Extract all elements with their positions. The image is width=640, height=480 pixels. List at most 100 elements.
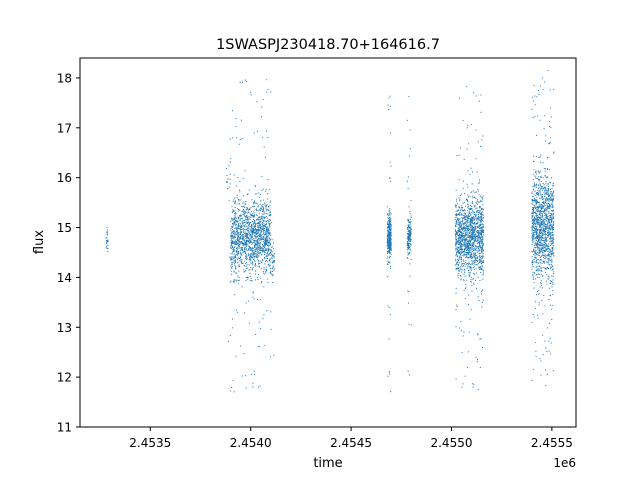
scatter-point <box>468 143 470 145</box>
scatter-point <box>267 227 269 229</box>
scatter-point <box>545 216 547 218</box>
scatter-point <box>231 244 233 246</box>
scatter-point <box>235 228 237 230</box>
scatter-point <box>239 209 241 211</box>
scatter-point <box>409 227 411 229</box>
scatter-point <box>536 235 538 237</box>
scatter-point <box>460 240 462 242</box>
scatter-point <box>257 235 259 237</box>
scatter-point <box>459 245 461 247</box>
scatter-point <box>476 245 478 247</box>
scatter-point <box>531 192 533 194</box>
scatter-point <box>465 254 467 256</box>
scatter-point <box>239 258 241 260</box>
scatter-point <box>547 188 549 190</box>
scatter-point <box>387 226 389 228</box>
scatter-point <box>459 226 461 228</box>
scatter-point <box>238 237 240 239</box>
scatter-point <box>241 241 243 243</box>
scatter-point <box>267 198 269 200</box>
scatter-point <box>388 236 390 238</box>
scatter-point <box>464 250 466 252</box>
scatter-point <box>549 216 551 218</box>
scatter-point <box>547 199 549 201</box>
scatter-point <box>255 214 257 216</box>
scatter-point <box>467 265 469 267</box>
scatter-point <box>532 369 534 371</box>
scatter-point <box>468 232 470 234</box>
scatter-point <box>543 211 545 213</box>
scatter-point <box>544 215 546 217</box>
scatter-point <box>482 231 484 233</box>
scatter-point <box>539 249 541 251</box>
scatter-point <box>262 221 264 223</box>
scatter-point <box>461 232 463 234</box>
scatter-point <box>249 246 251 248</box>
scatter-point <box>266 253 268 255</box>
scatter-point <box>473 242 475 244</box>
scatter-point <box>251 214 253 216</box>
scatter-point <box>470 256 472 258</box>
scatter-point <box>245 244 247 246</box>
scatter-point <box>543 221 545 223</box>
scatter-point <box>268 224 270 226</box>
scatter-point <box>265 244 267 246</box>
scatter-point <box>410 235 412 237</box>
scatter-point <box>542 77 543 79</box>
scatter-point <box>264 213 266 215</box>
scatter-point <box>546 198 548 199</box>
scatter-point <box>235 242 237 244</box>
scatter-point <box>245 233 247 235</box>
scatter-point <box>550 198 552 200</box>
scatter-point <box>532 251 534 253</box>
scatter-point <box>480 259 482 261</box>
scatter-point <box>461 231 463 233</box>
scatter-point <box>467 246 469 248</box>
scatter-point <box>467 220 469 222</box>
scatter-point <box>477 188 479 190</box>
scatter-point <box>540 176 542 178</box>
scatter-point <box>542 207 544 209</box>
scatter-point <box>535 215 537 217</box>
scatter-point <box>461 352 463 354</box>
scatter-point <box>467 201 469 202</box>
scatter-point <box>543 198 545 200</box>
scatter-point <box>245 270 247 272</box>
scatter-point <box>234 265 236 267</box>
scatter-point <box>477 250 479 252</box>
scatter-point <box>538 241 540 243</box>
scatter-point <box>252 222 254 224</box>
scatter-point <box>249 229 251 231</box>
scatter-point <box>468 248 469 250</box>
scatter-point <box>546 197 548 199</box>
scatter-point <box>550 196 552 198</box>
scatter-point <box>461 240 463 242</box>
scatter-point <box>548 322 550 324</box>
scatter-point <box>458 223 460 225</box>
scatter-point <box>548 234 550 236</box>
scatter-point <box>244 244 246 246</box>
scatter-point <box>456 248 458 250</box>
scatter-point <box>239 191 241 193</box>
scatter-point <box>251 227 253 229</box>
scatter-point <box>389 244 391 246</box>
scatter-point <box>237 245 239 247</box>
scatter-point <box>544 202 546 204</box>
scatter-point <box>542 215 544 217</box>
scatter-point <box>532 229 534 231</box>
scatter-point <box>478 256 480 258</box>
scatter-point <box>550 266 552 268</box>
scatter-point <box>459 270 461 272</box>
scatter-point <box>471 243 473 245</box>
scatter-point <box>250 91 252 93</box>
scatter-point <box>541 243 543 245</box>
scatter-point <box>537 209 539 211</box>
scatter-point <box>249 222 251 224</box>
scatter-point <box>264 202 266 204</box>
scatter-point <box>459 223 461 225</box>
scatter-point <box>464 375 466 377</box>
scatter-point <box>237 275 239 277</box>
scatter-point <box>480 236 482 238</box>
scatter-point <box>482 218 484 220</box>
scatter-point <box>249 208 251 210</box>
